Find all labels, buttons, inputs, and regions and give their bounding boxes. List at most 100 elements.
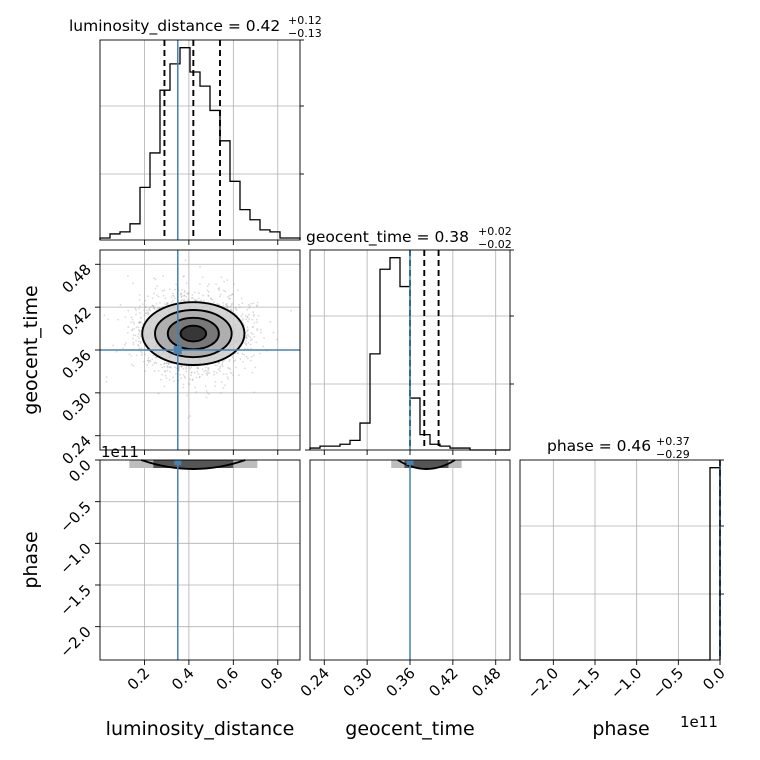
sample-point — [219, 392, 222, 394]
sample-point — [185, 282, 188, 285]
sample-point — [105, 376, 108, 379]
sample-point — [222, 373, 225, 375]
sample-point — [189, 367, 191, 370]
sample-point — [183, 375, 186, 378]
sample-point — [206, 285, 209, 288]
sample-point — [211, 298, 214, 301]
sample-point — [252, 325, 255, 328]
sample-point — [127, 274, 129, 277]
title-gt-name: geocent_time — [306, 228, 412, 247]
sample-point — [249, 336, 252, 339]
sample-point — [151, 304, 154, 307]
sample-point — [174, 297, 176, 300]
sample-point — [138, 337, 140, 340]
panel-frame — [99, 249, 301, 451]
sample-point — [154, 356, 157, 359]
sample-point — [229, 306, 232, 308]
sample-point — [215, 371, 218, 374]
sample-point — [181, 299, 183, 302]
sample-point — [162, 274, 165, 277]
sample-point — [191, 378, 194, 381]
contour-line — [141, 459, 246, 470]
tick-label-y-geocent-time: 0.42 — [58, 303, 94, 339]
sample-point — [180, 296, 183, 298]
sample-point — [180, 293, 183, 295]
plot-layer: 0.2 0.4 0.6 0.8 0.24 0.30 0.36 0.42 0.48 −2.0 −1.5… — [56, 39, 729, 703]
tick-label-x-luminosity_distance: 0.6 — [213, 664, 243, 694]
sample-point — [153, 277, 155, 280]
sample-point — [144, 299, 147, 302]
sample-point — [227, 378, 230, 380]
tick-label-x-phase: −0.5 — [649, 664, 687, 702]
sample-point — [190, 297, 193, 299]
sample-point — [147, 312, 150, 315]
sample-point — [246, 326, 249, 329]
sample-point — [257, 314, 260, 317]
sample-point — [184, 259, 187, 262]
sample-point — [256, 304, 259, 307]
sample-point — [207, 295, 210, 297]
sample-point — [117, 318, 120, 321]
sample-point — [249, 359, 252, 362]
sample-point — [237, 352, 239, 354]
sample-point — [167, 363, 170, 365]
sample-point — [213, 370, 216, 373]
sample-point — [219, 370, 222, 373]
sample-point — [130, 316, 133, 319]
sample-point — [112, 344, 114, 347]
sample-point — [140, 354, 143, 356]
truth-marker — [173, 346, 182, 354]
sample-point — [231, 293, 234, 296]
sample-point — [183, 290, 186, 292]
sample-point — [198, 292, 200, 295]
sample-point — [182, 374, 185, 376]
sample-point — [153, 308, 156, 311]
sample-point — [256, 321, 258, 324]
title-gt-value: 0.38 — [434, 228, 469, 246]
sample-point — [159, 378, 162, 381]
tick-label-x-luminosity_distance: 0.4 — [168, 664, 198, 694]
sample-point — [183, 291, 186, 294]
sample-point — [134, 307, 137, 310]
sample-point — [290, 309, 292, 312]
tick-label-x-phase: −1.5 — [565, 664, 603, 702]
tick-label-x-geocent_time: 0.42 — [425, 664, 461, 700]
sample-point — [219, 293, 222, 296]
sample-point — [180, 365, 183, 368]
sample-point — [181, 288, 184, 291]
sample-point — [249, 339, 252, 342]
sample-point — [245, 337, 248, 339]
sample-point — [242, 317, 245, 320]
sample-point — [123, 343, 126, 346]
tick-label-y-geocent-time: 0.36 — [58, 346, 94, 382]
sample-point — [140, 321, 142, 323]
sample-point — [221, 363, 224, 366]
sample-point — [170, 301, 173, 304]
sample-point — [226, 304, 228, 307]
sample-point — [235, 308, 237, 310]
sample-point — [139, 321, 142, 324]
sample-point — [133, 323, 136, 325]
panel-frame — [99, 459, 301, 661]
sample-point — [156, 308, 158, 310]
sample-point — [203, 299, 205, 302]
title-gt-minus: −0.02 — [478, 238, 512, 251]
sample-point — [164, 303, 166, 306]
sample-point — [208, 392, 210, 395]
tick-label-x-phase: 0.0 — [699, 664, 729, 694]
sample-point — [216, 303, 219, 305]
sample-point — [163, 289, 166, 292]
sample-point — [246, 308, 249, 311]
sample-point — [185, 370, 188, 373]
sample-point — [119, 304, 122, 306]
sample-point — [246, 357, 249, 360]
sample-point — [138, 305, 141, 307]
sample-point — [248, 305, 251, 308]
title-phase: phase = 0.46 — [547, 437, 651, 455]
sample-point — [201, 373, 204, 376]
sample-point — [190, 366, 193, 369]
sample-point — [159, 301, 161, 304]
sample-point — [126, 331, 129, 334]
sample-point — [157, 392, 160, 395]
sample-point — [260, 329, 262, 331]
